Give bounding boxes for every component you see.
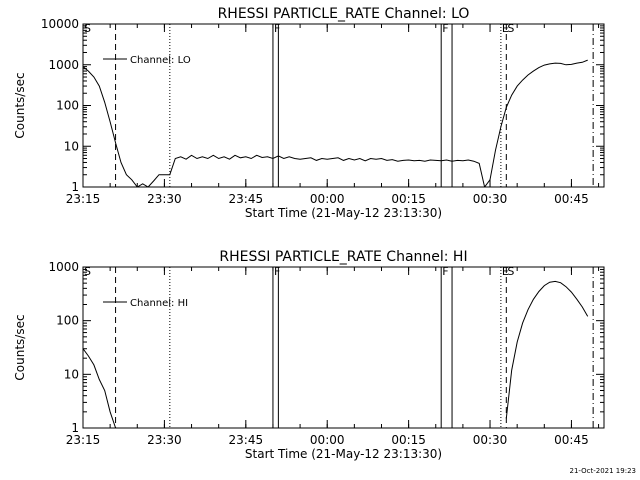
plot-frame (82, 266, 605, 429)
legend-entry: Channel: HI (130, 298, 188, 309)
plot-frame (82, 23, 605, 188)
y-axis-label: Counts/sec (13, 72, 27, 138)
x-tick-label: 23:45 (229, 192, 264, 206)
x-tick-label: 00:15 (391, 192, 426, 206)
series-line (505, 280, 589, 419)
event-marker-label: S (507, 265, 514, 278)
x-tick-label: 23:15 (66, 192, 101, 206)
x-tick-label: 23:15 (66, 433, 101, 447)
x-tick-label: 23:30 (147, 433, 182, 447)
series-line (83, 348, 117, 428)
event-marker-label: E (502, 22, 509, 35)
x-tick-label: 00:00 (310, 192, 345, 206)
x-axis-label: Start Time (21-May-12 23:13:30) (245, 206, 442, 220)
event-marker-label: S (507, 22, 514, 35)
event-marker-label: E (502, 265, 509, 278)
y-tick-label: 10000 (41, 17, 79, 31)
event-marker-label: F (274, 265, 280, 278)
x-tick-label: 00:30 (473, 192, 508, 206)
y-tick-label: 1000 (48, 260, 79, 274)
panel-hi-channel: RHESSI PARTICLE_RATE Channel: HIS F F ES23:… (13, 249, 605, 461)
x-axis-label: Start Time (21-May-12 23:13:30) (245, 447, 442, 461)
y-tick-label: 1 (71, 421, 79, 435)
x-tick-label: 23:30 (147, 192, 182, 206)
event-marker-label: S (84, 265, 91, 278)
render-timestamp: 21-Oct-2021 19:23 (570, 467, 636, 475)
y-tick-label: 100 (56, 314, 79, 328)
y-axis-label: Counts/sec (13, 314, 27, 380)
y-tick-label: 100 (56, 99, 79, 113)
y-tick-label: 10 (64, 367, 79, 381)
x-tick-label: 00:45 (554, 433, 589, 447)
chart-title: RHESSI PARTICLE_RATE Channel: LO (218, 6, 470, 22)
chart-title: RHESSI PARTICLE_RATE Channel: HI (219, 249, 467, 265)
x-tick-label: 00:15 (391, 433, 426, 447)
y-tick-label: 1 (71, 180, 79, 194)
x-tick-label: 00:30 (473, 433, 508, 447)
panel-lo-channel: RHESSI PARTICLE_RATE Channel: LOS F F ES23:… (13, 6, 605, 220)
event-marker-label: F (442, 22, 448, 35)
event-marker-label: F (274, 22, 280, 35)
series-line (83, 59, 588, 187)
y-tick-label: 1000 (48, 58, 79, 72)
event-marker-label: S (84, 22, 91, 35)
event-marker-label: F (442, 265, 448, 278)
legend-entry: Channel: LO (130, 55, 191, 66)
x-tick-label: 00:45 (554, 192, 589, 206)
x-tick-label: 00:00 (310, 433, 345, 447)
x-tick-label: 23:45 (229, 433, 264, 447)
y-tick-label: 10 (64, 139, 79, 153)
